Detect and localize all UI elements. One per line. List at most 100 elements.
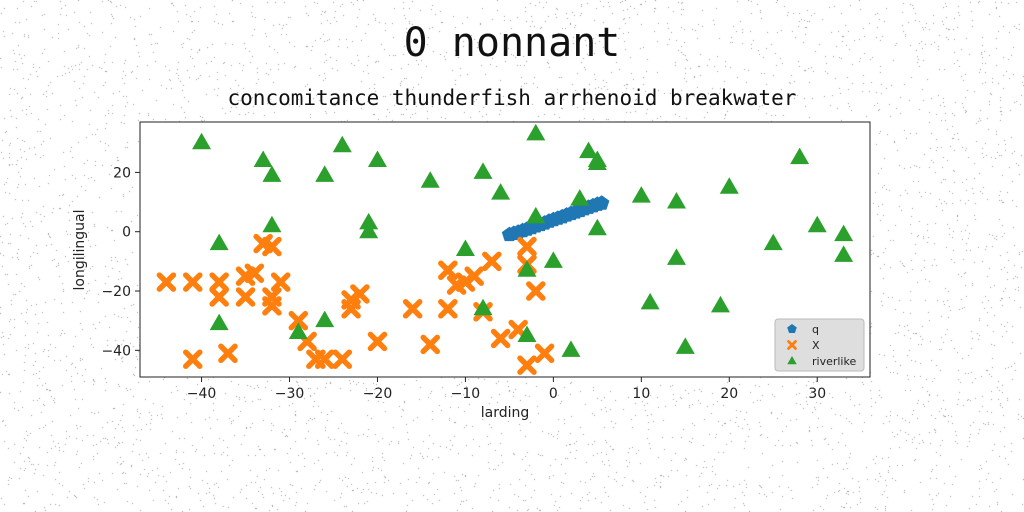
legend-marker-riverlike (787, 356, 797, 365)
point-riverlike-28 (587, 218, 607, 236)
point-X-12 (262, 296, 282, 316)
point-X-26 (438, 299, 458, 319)
point-X-24-stroke-b (420, 334, 440, 355)
point-X-15-stroke-b (297, 331, 317, 352)
point-X-32 (490, 328, 511, 349)
point-riverlike-35 (719, 177, 739, 194)
x-tick-label--40: −40 (187, 386, 217, 402)
point-riverlike-37 (790, 147, 810, 165)
point-X-8 (244, 263, 265, 283)
point-riverlike-14 (455, 239, 475, 256)
point-riverlike-2 (209, 313, 229, 331)
point-X-36-stroke-b (517, 355, 537, 375)
point-riverlike-34 (710, 295, 730, 313)
point-X-25 (438, 260, 458, 281)
point-X-32-stroke-b (490, 328, 511, 349)
point-X-3-stroke-b (209, 272, 229, 292)
point-riverlike-40 (834, 245, 854, 262)
point-X-7 (235, 287, 256, 307)
point-X-37 (526, 281, 546, 301)
point-X-31-stroke-b (482, 251, 502, 272)
point-riverlike-24 (570, 189, 590, 206)
y-tick-label--40: −40 (101, 343, 131, 359)
point-riverlike-32 (667, 248, 687, 265)
point-riverlike-30 (640, 292, 660, 310)
point-riverlike-0 (192, 132, 212, 150)
x-tick-label--20: −20 (363, 386, 393, 402)
point-X-29 (464, 266, 484, 286)
point-X-38 (534, 343, 555, 364)
point-riverlike-38 (807, 215, 827, 233)
plot-marks (156, 123, 854, 375)
point-X-22 (367, 331, 388, 352)
point-X-25-stroke-b (438, 260, 458, 281)
point-X-14-stroke-b (288, 310, 309, 331)
point-riverlike-21 (526, 206, 546, 224)
point-riverlike-3 (253, 150, 273, 168)
point-X-29-stroke-b (464, 266, 484, 286)
plot-frame (139, 121, 871, 378)
point-riverlike-15 (473, 162, 493, 179)
point-riverlike-5 (262, 215, 282, 233)
point-riverlike-17 (491, 183, 511, 200)
x-tick-label--30: −30 (275, 386, 305, 402)
point-X-17 (314, 349, 335, 369)
point-X-22-stroke-b (367, 331, 388, 352)
point-X-34 (517, 236, 537, 257)
x-tick-label-0: 0 (549, 386, 558, 402)
point-riverlike-29 (631, 186, 651, 203)
point-X-20-stroke-b (341, 299, 361, 319)
point-riverlike-8 (315, 310, 335, 328)
x-tick-label--10: −10 (451, 386, 481, 402)
point-X-5-stroke-b (218, 343, 238, 364)
point-X-0-stroke-b (156, 272, 177, 292)
point-riverlike-33 (675, 337, 695, 354)
point-riverlike-18 (517, 260, 537, 277)
point-X-14 (288, 310, 309, 331)
point-X-13 (270, 272, 291, 292)
point-riverlike-31 (667, 192, 687, 209)
x-tick-label-10: 10 (632, 386, 650, 402)
point-X-21 (350, 284, 370, 304)
point-riverlike-13 (420, 171, 440, 188)
point-riverlike-10 (359, 212, 379, 230)
point-X-23-stroke-b (402, 299, 423, 319)
y-tick-label--20: −20 (101, 284, 131, 300)
point-riverlike-22 (543, 251, 563, 268)
legend-label-q: q (812, 323, 819, 336)
point-riverlike-9 (332, 135, 352, 153)
point-riverlike-4 (262, 165, 282, 182)
point-X-17-stroke-b (314, 349, 335, 369)
legend-label-X: X (812, 339, 820, 352)
chart-title: 0 nonnant (403, 20, 621, 66)
point-riverlike-36 (763, 233, 783, 251)
legend-label-riverlike: riverlike (812, 355, 856, 368)
point-riverlike-19 (517, 325, 537, 342)
point-riverlike-7 (315, 165, 335, 182)
x-tick-label-30: 30 (808, 386, 826, 402)
point-X-13-stroke-b (270, 272, 291, 292)
point-X-10-stroke-b (262, 236, 282, 257)
legend-marker-X (787, 340, 797, 350)
point-X-18 (332, 349, 353, 369)
point-riverlike-1 (209, 233, 229, 251)
point-X-26-stroke-b (438, 299, 458, 319)
point-X-24 (420, 334, 440, 355)
point-X-7-stroke-b (235, 287, 256, 307)
point-riverlike-6 (288, 322, 308, 340)
point-X-33-stroke-b (508, 319, 528, 340)
point-riverlike-20 (526, 123, 546, 141)
y-tick-label-0: 0 (122, 225, 131, 241)
point-X-20 (341, 299, 361, 319)
point-X-5 (218, 343, 238, 364)
point-riverlike-25 (579, 141, 599, 159)
point-X-36 (517, 355, 537, 375)
point-X-2-stroke-b (183, 349, 203, 369)
point-X-12-stroke-b (262, 296, 282, 316)
chart-subtitle: concomitance thunderfish arrhenoid break… (227, 86, 797, 110)
point-X-21-stroke-b (350, 284, 370, 304)
legend-marker-q (787, 324, 797, 333)
point-X-0 (156, 272, 177, 292)
